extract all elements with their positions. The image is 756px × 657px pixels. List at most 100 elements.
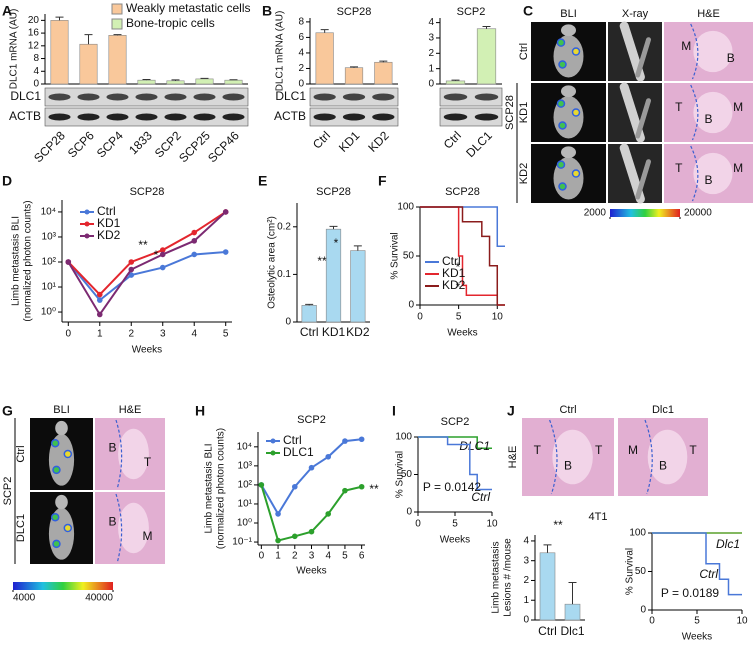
bone-tissue [693,152,733,195]
y-tick-label: 50 [401,469,413,480]
blot-label: DLC1 [10,89,41,103]
annotation: P = 0.0189 [661,586,719,600]
legend-label: Ctrl [283,433,302,447]
mouse-head [55,494,68,510]
annotation: ** [138,238,148,252]
panel-letter: I [392,403,396,419]
blot-band [135,113,158,121]
x-tick-label: 0 [417,312,423,323]
point [222,209,229,215]
blot-band [372,113,395,121]
blot-band [77,113,100,121]
bli-signal [556,99,566,108]
error-bar [305,303,314,306]
column-label: X-ray [622,8,649,20]
x-tick-label: 1 [97,329,103,340]
y-tick-label: 0 [640,605,646,616]
bli-signal [556,38,566,47]
bone [635,159,651,200]
error-bar [113,34,122,36]
tissue-label: T [675,100,683,114]
tumor-border [690,23,699,80]
blot-band [106,93,129,101]
point [291,483,298,490]
y-axis-label: Limb metastasis [491,541,502,613]
y-axis-label: Limb metastasis BLI [11,216,22,306]
x-tick-label: Ctrl [300,325,319,339]
panel-letter: F [378,173,387,189]
bar [79,43,98,85]
bar [344,67,364,85]
y-tick-label: 2 [298,63,304,74]
bar [137,79,156,85]
tissue-label: M [681,39,691,53]
tissue-label: T [144,455,152,469]
series-line [67,211,227,296]
bli-signal [571,47,581,56]
y-tick-label: 10⁻¹ [232,537,252,548]
blot-band [342,93,366,101]
tissue-label: T [595,443,603,457]
x-tick-label: 2 [292,551,298,562]
y-tick-label: 8 [33,53,39,64]
point [222,249,229,255]
bli-signal [63,523,73,533]
panel-letter: C [523,3,533,19]
blot-label: DLC1 [275,89,306,103]
bli-signal [50,512,60,522]
y-axis-label: Limb metastasis BLI [204,443,215,533]
y-tick-label: 0 [298,79,304,90]
bli-signal [558,60,567,69]
column-label: BLI [560,8,577,20]
y-tick-label: 10³ [42,232,57,243]
y-tick-label: 0 [33,79,39,90]
bli-signal [558,121,567,130]
bli-signal [52,539,61,549]
y-tick-label: 0.2 [277,221,291,232]
y-tick-label: 3 [428,33,434,44]
blot-band [313,113,336,121]
point [308,464,315,471]
y-axis-label: Osteolytic area (cm²) [267,216,278,309]
error-bar [482,25,491,29]
y-tick-label: 3 [523,555,529,566]
series-line [67,251,226,302]
bar [195,78,214,85]
annotation: * [334,236,339,250]
chart-title: SCP28 [316,186,351,198]
tissue-label: B [704,112,712,126]
annotation: ** [553,518,563,532]
y-tick-label: 10¹ [42,282,57,293]
tissue-label: B [108,514,116,528]
legend-label: Ctrl [699,567,718,581]
bli-signal [571,169,581,178]
annotation: * [154,248,159,262]
error-bar [350,66,358,68]
point [342,438,348,444]
panel-letter: D [2,173,12,189]
blot-band [443,93,468,101]
point [128,266,135,273]
row-label: KD1 [518,102,530,123]
blot-band [342,113,366,121]
panel-letter: G [2,403,13,419]
blot-band [164,113,187,121]
x-axis-label: Weeks [132,345,162,356]
y-tick-label: 0 [285,317,291,328]
tissue-label: M [143,529,153,543]
legend-label: KD1 [97,216,121,230]
blot-band [193,113,216,121]
y-tick-label: 6 [298,32,304,43]
bar [564,603,581,621]
tumor-border [644,419,653,495]
y-tick-label: 10³ [238,461,253,472]
bar [166,80,185,85]
blot-band [222,93,245,101]
y-tick-label: 4 [523,536,529,547]
point [191,229,198,236]
bone-tissue [693,30,733,73]
tissue-label: T [534,443,542,457]
point [128,272,135,278]
y-tick-label: 0 [428,79,434,90]
chart-title: 4T1 [589,511,608,523]
